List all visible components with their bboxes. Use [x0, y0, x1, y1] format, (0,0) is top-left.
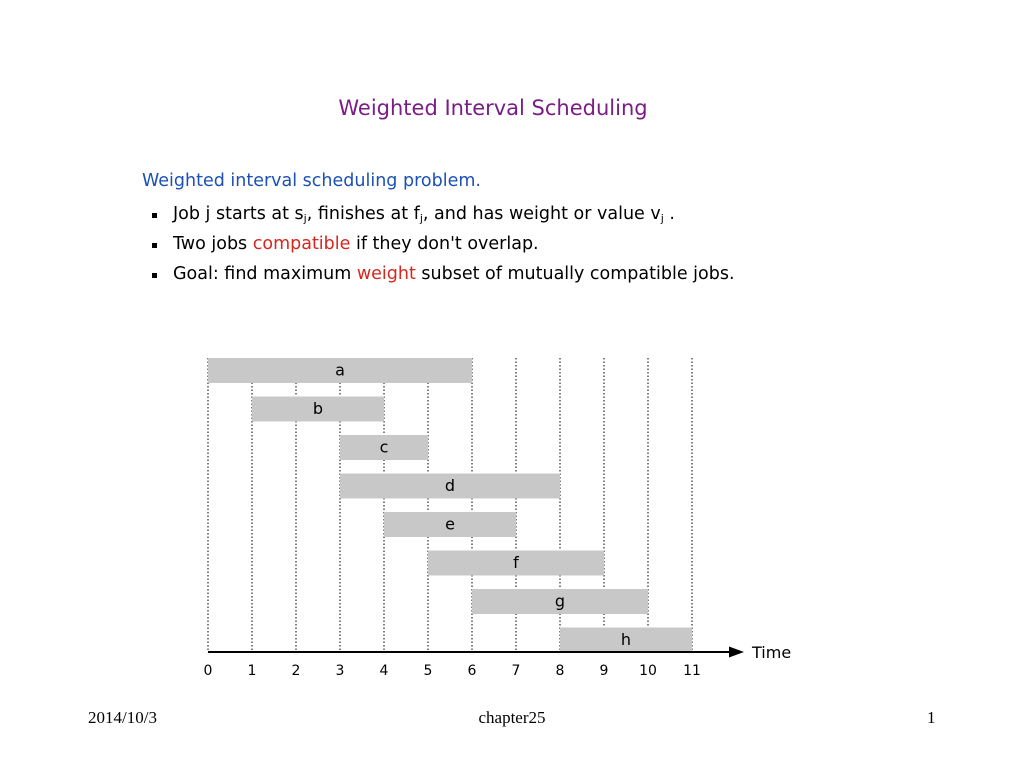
bullet-text: subset of mutually compatible jobs. — [415, 264, 735, 284]
job-bar-e — [384, 512, 516, 537]
job-label: h — [621, 630, 631, 649]
bullet-text: if they don't overlap. — [350, 234, 539, 254]
slide-subtitle: Weighted interval scheduling problem. — [142, 171, 481, 191]
axis-label: Time — [751, 643, 791, 662]
bullet-square-icon — [152, 213, 157, 218]
tick-label: 3 — [336, 663, 345, 679]
tick-label: 10 — [639, 663, 657, 679]
tick-label: 9 — [600, 663, 609, 679]
job-label: e — [445, 515, 455, 534]
job-bar-c — [340, 435, 428, 460]
highlight-text: compatible — [252, 234, 351, 254]
subscript-text: j — [303, 212, 307, 225]
subscript-text: j — [419, 212, 423, 225]
bullet-text: , finishes at f — [306, 204, 420, 224]
job-label: b — [313, 399, 323, 418]
slide-title: Weighted Interval Scheduling — [338, 96, 648, 120]
interval-chart: ab c d e f g h Time 0 1 2 3 4 5 6 7 8 9 10 11 — [204, 358, 791, 679]
bullet-text: Job j starts at s — [173, 204, 304, 224]
tick-label: 2 — [292, 663, 301, 679]
bullet-square-icon — [152, 273, 157, 278]
job-bar-g — [472, 589, 648, 614]
tick-label: 0 — [204, 663, 213, 679]
job-bar-a — [208, 358, 472, 383]
job-label: a — [335, 361, 345, 380]
bullet-square-icon — [152, 243, 157, 248]
tick-label: 6 — [468, 663, 477, 679]
bullet-item: Two jobs compatible if they don't overla… — [150, 231, 735, 261]
job-bar-h — [560, 627, 692, 653]
job-bar-b — [252, 396, 384, 422]
job-label: c — [380, 438, 389, 457]
job-bar-f — [428, 550, 604, 576]
bullet-text: . — [663, 204, 675, 224]
bullet-text: , and has weight or value v — [422, 204, 661, 224]
bullet-text: Goal: find maximum — [173, 264, 357, 284]
subscript-text: j — [660, 212, 664, 225]
job-label: d — [445, 476, 455, 495]
bullet-item: Job j starts at sj, finishes at fj, and … — [150, 201, 735, 231]
tick-label: 1 — [248, 663, 257, 679]
tick-label: 4 — [380, 663, 389, 679]
arrow-icon — [729, 646, 744, 658]
job-label: g — [555, 592, 565, 611]
tick-label: 8 — [556, 663, 565, 679]
bullet-item: Goal: find maximum weight subset of mutu… — [150, 261, 735, 291]
bullet-text: Two jobs — [173, 234, 253, 254]
job-bar-d — [340, 473, 560, 499]
footer-date: 2014/10/3 — [88, 708, 157, 727]
footer-chapter: chapter25 — [478, 708, 546, 727]
tick-label: 11 — [683, 663, 701, 679]
footer-page-number: 1 — [927, 708, 936, 727]
bullet-list: Job j starts at sj, finishes at fj, and … — [150, 201, 735, 291]
tick-label: 7 — [512, 663, 521, 679]
job-label: f — [513, 553, 519, 572]
tick-label: 5 — [424, 663, 433, 679]
highlight-text: weight — [356, 264, 416, 284]
